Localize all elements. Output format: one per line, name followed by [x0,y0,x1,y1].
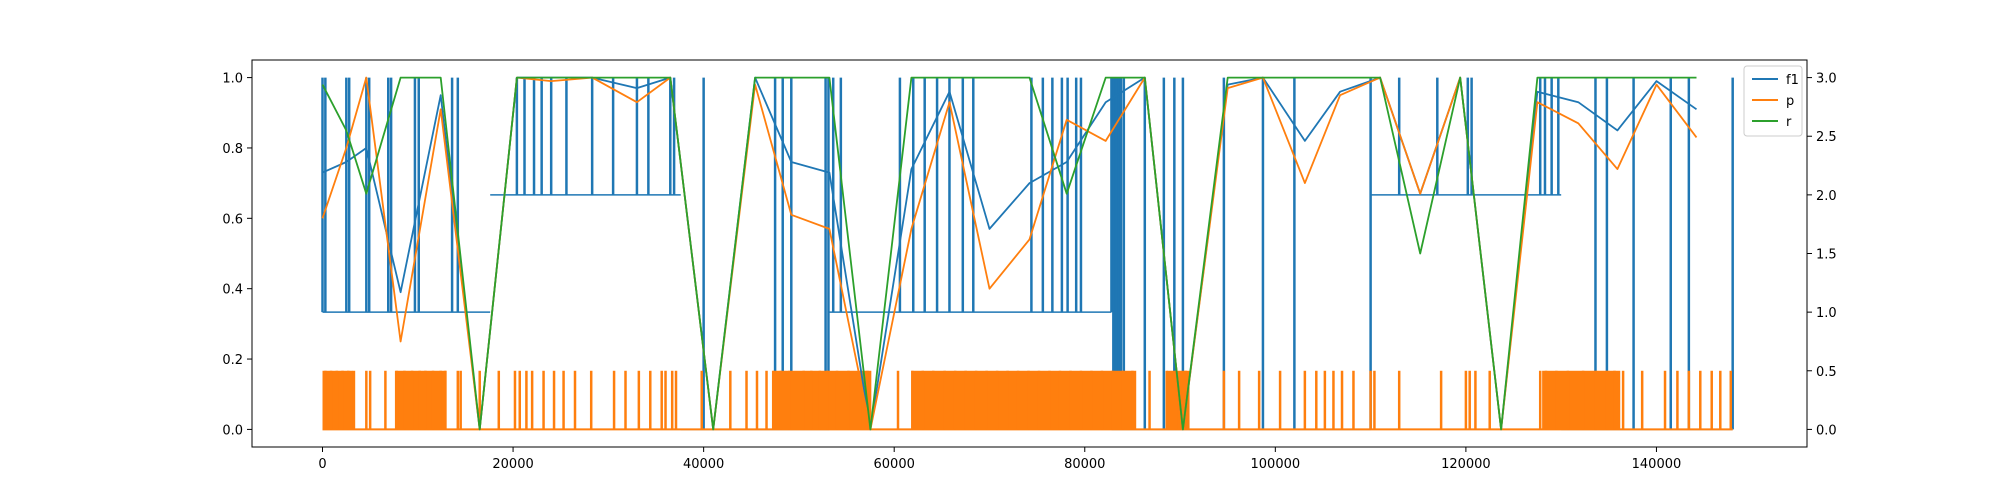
y-axis-left: 0.0 0.2 0.4 0.6 0.8 1.0 [222,72,252,438]
dense-spike-band [1166,370,1190,430]
x-tick-label: 20000 [492,457,533,472]
y-right-tick-label: 1.5 [1816,248,1837,263]
x-tick-label: 40000 [683,457,724,472]
dense-spike-band [773,370,872,430]
series-line-r [321,76,1697,431]
legend-label-f1: f1 [1786,73,1799,88]
x-tick-label: 140000 [1632,457,1682,472]
y-right-tick-label: 2.0 [1816,189,1837,204]
series-p-step-right-axis- [322,370,1733,431]
x-axis: 0 20000 40000 60000 80000 100000 120000 140000 [318,447,1681,472]
x-tick-label: 60000 [874,457,915,472]
y-left-tick-label: 0.6 [222,212,243,227]
y-left-tick-label: 0.0 [222,423,243,438]
y-right-tick-label: 3.0 [1816,72,1837,87]
legend-label-p: p [1786,94,1794,109]
y-right-tick-label: 0.0 [1816,423,1837,438]
y-left-tick-label: 1.0 [222,72,243,87]
y-right-tick-label: 1.0 [1816,306,1837,321]
x-tick-label: 80000 [1064,457,1105,472]
y-left-tick-label: 0.4 [222,283,243,298]
y-left-tick-label: 0.8 [222,142,243,157]
dense-spike-band [1542,370,1621,430]
x-tick-label: 120000 [1441,457,1491,472]
legend-label-r: r [1786,115,1792,130]
series-layer [321,76,1734,431]
x-tick-label: 100000 [1251,457,1301,472]
series-r [321,76,1697,431]
y-left-tick-label: 0.2 [222,353,243,368]
legend: f1 pr [1743,65,1803,137]
y-axis-right: 0.0 0.5 1.0 1.5 2.0 2.5 3.0 [1807,72,1837,438]
dense-spike-band [911,370,1137,430]
x-tick-label: 0 [318,457,326,472]
y-right-tick-label: 0.5 [1816,365,1837,380]
y-right-tick-label: 2.5 [1816,130,1837,145]
